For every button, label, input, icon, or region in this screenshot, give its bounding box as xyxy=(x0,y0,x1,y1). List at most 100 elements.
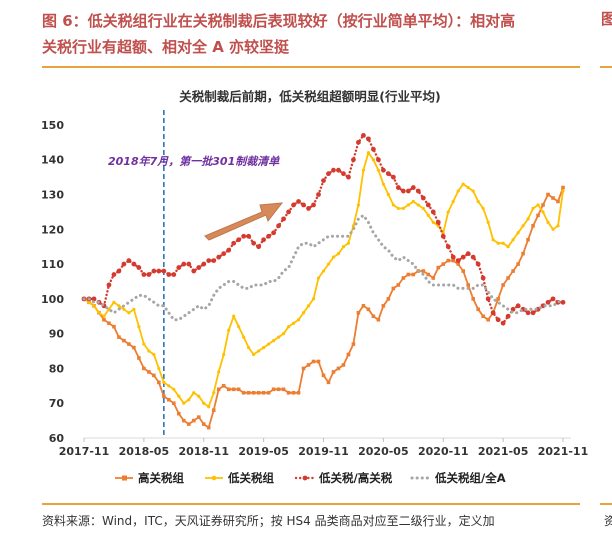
data-point xyxy=(451,199,455,204)
data-point xyxy=(147,370,151,374)
data-point xyxy=(380,167,386,173)
data-point xyxy=(386,297,391,301)
data-point xyxy=(326,380,331,385)
data-point xyxy=(476,307,480,312)
data-point xyxy=(167,397,171,402)
data-point xyxy=(441,262,446,266)
legend-label: 低关税组/全A xyxy=(434,471,506,485)
data-point xyxy=(381,304,386,308)
data-point xyxy=(191,268,197,274)
data-point xyxy=(256,390,261,395)
data-point xyxy=(196,415,201,419)
series-group xyxy=(82,185,565,430)
y-tick-label: 130 xyxy=(41,189,64,202)
data-point xyxy=(117,335,121,339)
data-point xyxy=(117,304,121,308)
data-point xyxy=(227,328,231,332)
y-tick-label: 110 xyxy=(41,258,64,271)
data-point xyxy=(281,216,286,222)
data-point xyxy=(187,398,191,402)
data-point xyxy=(495,317,501,323)
data-point xyxy=(126,258,132,264)
data-point xyxy=(276,223,281,229)
data-point xyxy=(376,317,381,322)
data-point xyxy=(445,244,451,250)
data-point xyxy=(301,311,306,315)
y-tick-label: 60 xyxy=(49,432,65,445)
data-point xyxy=(222,352,226,357)
data-point xyxy=(321,373,326,378)
data-point xyxy=(181,418,186,423)
right-heading-stub: 图 xyxy=(601,10,612,28)
data-point xyxy=(291,321,296,325)
data-point xyxy=(516,231,520,235)
data-point xyxy=(341,171,346,177)
data-point xyxy=(426,213,430,217)
data-point xyxy=(316,192,321,197)
figure-heading-line-2: 关税行业有超额、相对全 A 亦较坚挺 xyxy=(42,38,290,56)
data-point xyxy=(396,206,400,211)
data-point xyxy=(211,258,217,264)
data-point xyxy=(336,252,341,256)
data-point xyxy=(366,307,371,312)
data-point xyxy=(232,314,236,318)
data-point xyxy=(536,213,540,218)
data-point xyxy=(356,203,361,207)
data-point xyxy=(127,311,131,315)
data-point xyxy=(396,283,401,287)
data-point xyxy=(471,189,475,193)
y-tick-label: 80 xyxy=(49,362,65,375)
data-point xyxy=(182,401,186,405)
top-rule-stub xyxy=(600,66,612,68)
data-point xyxy=(271,387,276,392)
data-point xyxy=(401,206,405,211)
data-point xyxy=(247,345,251,350)
data-point xyxy=(486,220,490,224)
legend-marker xyxy=(211,475,217,481)
y-tick-label: 70 xyxy=(49,397,65,410)
data-point xyxy=(461,182,465,186)
data-point xyxy=(122,307,126,311)
x-tick-label: 2017-11 xyxy=(59,445,110,458)
data-point xyxy=(480,275,486,281)
data-point xyxy=(525,310,531,316)
data-point xyxy=(560,299,566,305)
data-point xyxy=(146,272,152,277)
data-point xyxy=(390,174,396,180)
data-point xyxy=(102,317,106,322)
data-point xyxy=(536,203,540,207)
data-point xyxy=(526,217,530,221)
x-tick-label: 2018-05 xyxy=(119,445,170,458)
y-tick-label: 100 xyxy=(41,293,64,306)
data-point xyxy=(231,240,237,246)
data-point xyxy=(515,303,521,309)
data-point xyxy=(435,219,441,225)
data-point xyxy=(491,238,495,242)
y-tick-label: 120 xyxy=(41,223,64,236)
legend-marker xyxy=(122,475,127,481)
data-point xyxy=(221,251,227,257)
data-point xyxy=(351,342,356,346)
data-point xyxy=(561,185,565,190)
data-point xyxy=(440,233,446,239)
data-point xyxy=(157,380,161,385)
data-point xyxy=(386,192,390,197)
legend-marker xyxy=(302,475,308,481)
data-point xyxy=(116,268,122,274)
bottom-rule xyxy=(42,503,580,505)
data-point xyxy=(121,261,127,267)
data-point xyxy=(211,408,216,412)
data-point xyxy=(112,300,116,304)
data-point xyxy=(556,224,560,228)
data-point xyxy=(122,338,126,343)
data-point xyxy=(252,352,256,357)
data-point xyxy=(142,366,146,371)
data-point xyxy=(102,314,106,318)
chart-title: 关税制裁后前期，低关税组超额明显(行业平均) xyxy=(179,89,440,104)
source-note-stub: 资 xyxy=(604,514,612,528)
data-point xyxy=(156,268,162,274)
data-point xyxy=(281,332,286,336)
data-point xyxy=(526,237,530,242)
data-point xyxy=(321,178,326,184)
data-point xyxy=(296,318,301,322)
